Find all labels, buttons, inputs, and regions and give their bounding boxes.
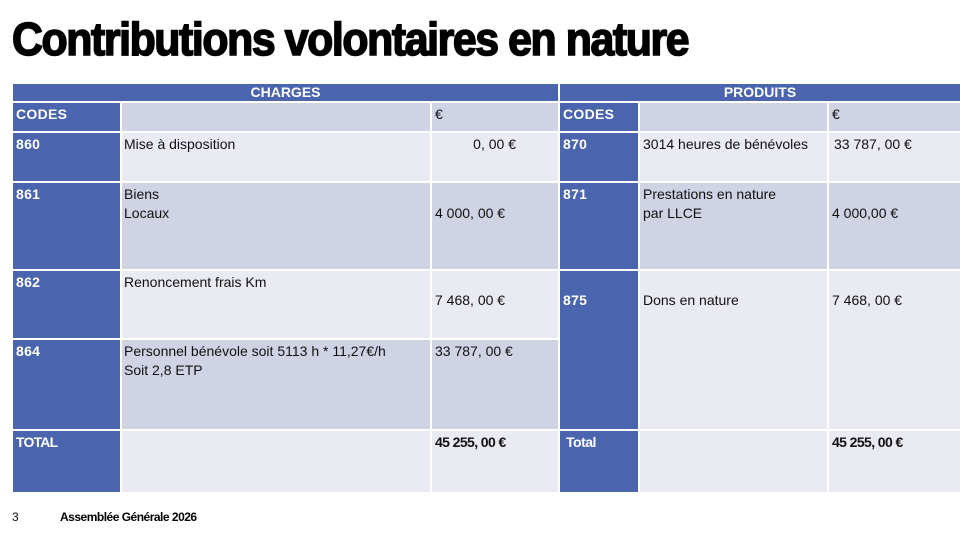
charges-row-code: 861 xyxy=(13,183,120,269)
charges-total-label: TOTAL xyxy=(13,431,120,492)
produits-row-amount: 4 000,00 € xyxy=(829,183,960,269)
charges-total-desc xyxy=(122,431,430,492)
produits-row-code: 870 xyxy=(560,133,638,181)
charges-row-desc: Renoncement frais Km xyxy=(122,271,430,338)
page-number: 3 xyxy=(12,510,19,524)
produits-row-desc: Dons en nature xyxy=(640,271,827,429)
produits-header: PRODUITS xyxy=(560,84,960,101)
produits-total-label: Total xyxy=(560,431,638,492)
charges-header: CHARGES xyxy=(13,84,558,101)
desc-line: Biens xyxy=(124,186,160,202)
produits-row-amount: 33 787, 00 € xyxy=(829,133,960,181)
produits-row-code: 875 xyxy=(560,271,638,429)
produits-total-amount: 45 255, 00 € xyxy=(829,431,960,492)
desc-line: Dons en nature xyxy=(643,292,739,308)
produits-col-amount: € xyxy=(829,103,960,131)
desc-line: par LLCE xyxy=(643,205,703,221)
charges-row-amount: 33 787, 00 € xyxy=(432,340,558,429)
produits-col-codes: CODES xyxy=(560,103,638,131)
charges-row-amount: 7 468, 00 € xyxy=(432,271,558,338)
charges-row-desc: Mise à disposition xyxy=(122,133,430,181)
desc-line: Renoncement frais Km xyxy=(124,274,267,290)
charges-row-code: 860 xyxy=(13,133,120,181)
desc-line: 3014 heures de bénévoles xyxy=(643,136,809,152)
desc-line: Mise à disposition xyxy=(124,136,236,152)
desc-line: Prestations en nature xyxy=(643,186,777,202)
charges-row-amount: 0, 00 € xyxy=(432,133,558,181)
produits-col-desc xyxy=(640,103,827,131)
charges-row-amount: 4 000, 00 € xyxy=(432,183,558,269)
desc-line: Soit 2,8 ETP xyxy=(124,362,203,378)
produits-row-desc: Prestations en nature par LLCE xyxy=(640,183,827,269)
charges-total-amount: 45 255, 00 € xyxy=(432,431,558,492)
charges-row-code: 862 xyxy=(13,271,120,338)
charges-row-desc: Personnel bénévole soit 5113 h * 11,27€/… xyxy=(122,340,430,429)
desc-line: Personnel bénévole soit 5113 h * 11,27€/… xyxy=(124,343,386,359)
charges-col-desc xyxy=(122,103,430,131)
charges-col-codes: CODES xyxy=(13,103,120,131)
slide-title: Contributions volontaires en nature xyxy=(11,12,690,66)
produits-row-code: 871 xyxy=(560,183,638,269)
footer-label: Assemblée Générale 2026 xyxy=(60,510,197,524)
produits-row-desc: 3014 heures de bénévoles xyxy=(640,133,827,181)
charges-row-desc: Biens Locaux xyxy=(122,183,430,269)
charges-row-code: 864 xyxy=(13,340,120,429)
charges-col-amount: € xyxy=(432,103,558,131)
desc-line: Locaux xyxy=(124,205,170,221)
produits-total-desc xyxy=(640,431,827,492)
produits-row-amount: 7 468, 00 € xyxy=(829,271,960,429)
